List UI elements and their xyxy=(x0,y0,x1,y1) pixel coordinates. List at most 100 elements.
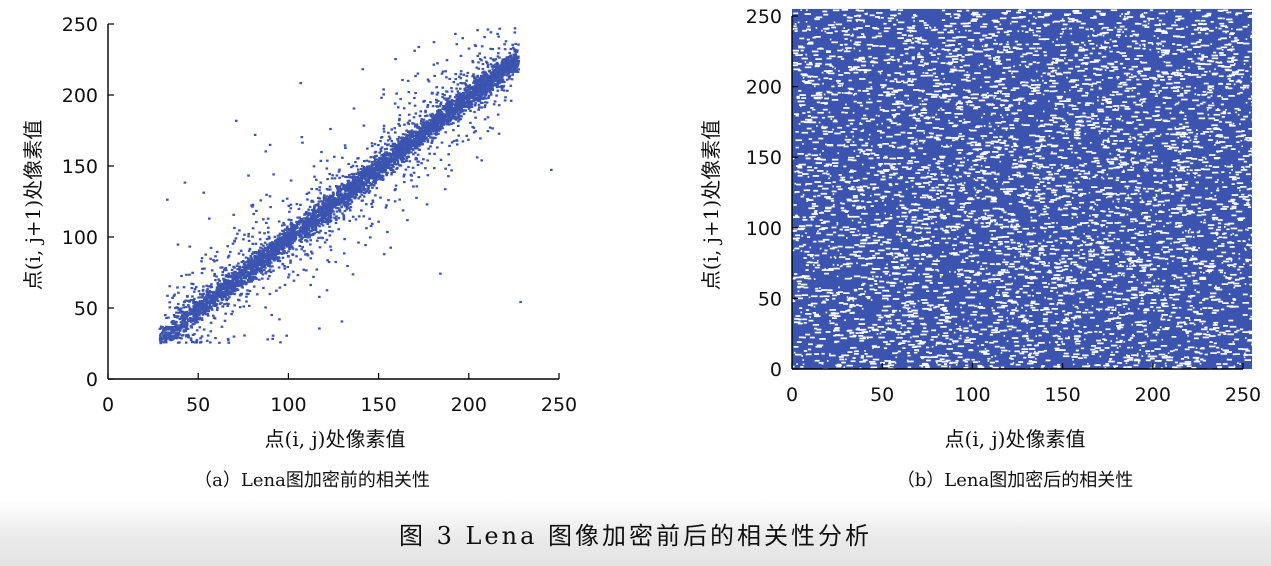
scatter-point xyxy=(248,304,251,307)
scatter-point xyxy=(382,169,386,172)
scatter-point xyxy=(493,59,496,62)
scatter-point xyxy=(218,288,221,291)
scatter-point xyxy=(318,246,322,249)
scatter-point xyxy=(492,80,496,83)
scatter-point xyxy=(193,308,196,312)
scatter-point xyxy=(463,89,467,92)
scatter-point xyxy=(288,210,291,213)
scatter-point xyxy=(431,139,434,142)
scatter-point xyxy=(223,267,227,271)
scatter-point xyxy=(224,287,228,290)
scatter-point xyxy=(262,249,265,252)
scatter-point xyxy=(381,178,385,181)
scatter-point xyxy=(249,278,252,281)
scatter-point xyxy=(479,137,482,140)
scatter-point xyxy=(495,67,498,70)
scatter-point xyxy=(488,89,491,92)
scatter-point xyxy=(384,154,388,157)
scatter-point xyxy=(455,118,458,121)
scatter-point xyxy=(482,70,486,73)
scatter-point xyxy=(473,75,476,78)
scatter-point xyxy=(407,113,411,116)
scatter-point xyxy=(301,236,304,239)
scatter-point xyxy=(176,341,180,344)
scatter-point xyxy=(408,150,411,153)
scatter-point xyxy=(309,215,313,218)
scatter-point xyxy=(242,260,245,263)
scatter-point xyxy=(430,141,433,144)
scatter-point xyxy=(300,248,303,251)
scatter-point xyxy=(161,331,164,335)
scatter-point xyxy=(379,140,382,143)
scatter-point xyxy=(447,114,450,117)
scatter-point xyxy=(333,177,337,180)
scatter-point xyxy=(434,136,437,139)
scatter-point xyxy=(217,278,220,281)
scatter-point xyxy=(170,330,173,333)
scatter-point xyxy=(363,168,367,171)
scatter-point xyxy=(239,269,242,272)
scatter-point xyxy=(233,304,236,307)
scatter-point xyxy=(172,294,176,298)
scatter-point xyxy=(209,294,212,297)
scatter-point xyxy=(315,210,319,214)
scatter-point xyxy=(260,265,263,269)
scatter-point xyxy=(310,233,313,236)
scatter-point xyxy=(371,222,374,225)
scatter-point xyxy=(495,74,498,77)
scatter-point xyxy=(251,235,254,238)
scatter-point xyxy=(438,112,441,115)
scatter-point xyxy=(462,91,465,95)
scatter-point xyxy=(172,314,176,317)
scatter-point xyxy=(303,235,307,238)
scatter-point xyxy=(468,106,471,109)
scatter-point xyxy=(389,161,392,164)
scatter-point xyxy=(318,189,321,192)
scatter-point xyxy=(352,189,355,192)
scatter-point xyxy=(215,298,219,302)
scatter-point xyxy=(368,182,372,185)
scatter-point xyxy=(436,99,440,103)
scatter-point xyxy=(506,89,509,92)
scatter-point xyxy=(496,62,500,66)
scatter-point xyxy=(497,47,501,50)
scatter-point xyxy=(273,242,276,245)
scatter-point xyxy=(362,188,366,191)
scatter-point xyxy=(313,204,316,207)
scatter-point xyxy=(421,137,424,140)
scatter-point xyxy=(227,283,231,286)
scatter-point xyxy=(179,311,183,314)
scatter-point xyxy=(263,260,266,263)
scatter-point xyxy=(287,255,290,258)
scatter-point xyxy=(503,73,506,76)
scatter-point xyxy=(439,110,442,114)
scatter-point xyxy=(423,126,427,129)
scatter-point xyxy=(427,128,430,131)
scatter-point xyxy=(511,43,514,46)
scatter-point xyxy=(424,109,427,112)
scatter-point xyxy=(360,172,363,175)
scatter-point xyxy=(365,203,368,206)
scatter-point xyxy=(504,67,507,70)
scatter-point xyxy=(367,181,370,184)
scatter-point xyxy=(509,55,512,58)
scatter-point xyxy=(512,68,516,71)
scatter-point xyxy=(394,131,397,134)
scatter-point xyxy=(495,94,498,97)
scatter-point xyxy=(463,82,466,85)
scatter-point xyxy=(358,177,362,180)
scatter-point xyxy=(441,93,444,96)
scatter-point xyxy=(325,202,329,205)
scatter-point xyxy=(345,185,348,188)
scatter-point xyxy=(387,158,390,161)
scatter-point xyxy=(400,139,404,142)
scatter-point xyxy=(478,100,481,103)
scatter-point xyxy=(484,92,488,95)
scatter-point xyxy=(215,297,218,300)
scatter-point xyxy=(280,252,284,255)
scatter-point xyxy=(408,134,411,137)
scatter-point xyxy=(265,193,268,196)
scatter-point xyxy=(187,305,191,308)
scatter-point xyxy=(514,59,517,62)
scatter-point xyxy=(173,331,176,334)
